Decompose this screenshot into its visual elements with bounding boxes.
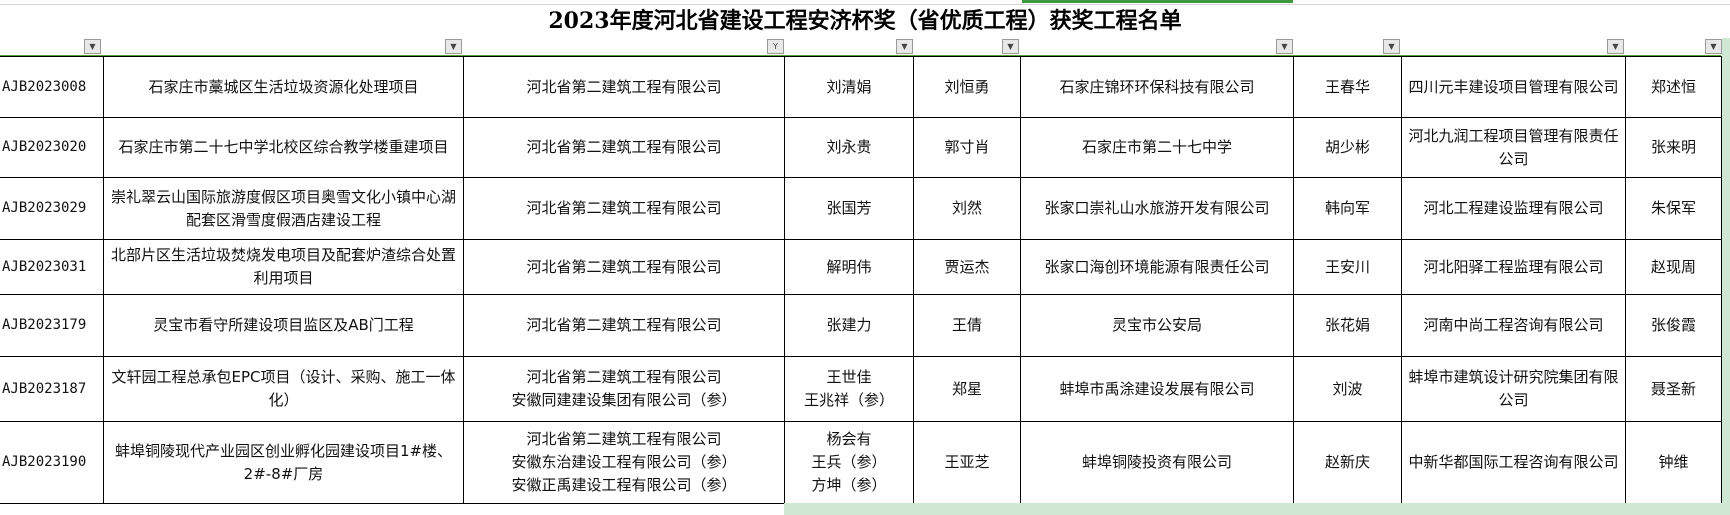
cell-sup-rep[interactable]: 张来明 xyxy=(1625,117,1722,178)
table-row: AJB2023029 崇礼翠云山国际旅游度假区项目奥雪文化小镇中心湖配套区滑雪度假… xyxy=(0,177,1722,240)
cell-manager[interactable]: 解明伟 xyxy=(784,239,914,295)
cell-code[interactable]: AJB2023031 xyxy=(0,239,104,295)
cell-manager[interactable]: 刘清娟 xyxy=(784,56,914,118)
cell-owner-rep[interactable]: 刘波 xyxy=(1293,356,1402,422)
cell-sup-rep[interactable]: 郑述恒 xyxy=(1625,56,1722,118)
cell-sup-rep[interactable]: 朱保军 xyxy=(1625,177,1722,240)
cell-owner[interactable]: 蚌埠市禹涂建设发展有限公司 xyxy=(1020,356,1294,422)
cell-owner[interactable]: 张家口崇礼山水旅游开发有限公司 xyxy=(1020,177,1294,240)
header-divider xyxy=(0,55,1721,56)
cell-code[interactable]: AJB2023008 xyxy=(0,56,104,118)
cell-supervisor[interactable]: 四川元丰建设项目管理有限公司 xyxy=(1401,56,1626,118)
cell-owner-rep[interactable]: 赵新庆 xyxy=(1293,421,1402,504)
cell-tech[interactable]: 郭寸肖 xyxy=(913,117,1021,178)
cell-code[interactable]: AJB2023029 xyxy=(0,177,104,240)
cell-code[interactable]: AJB2023020 xyxy=(0,117,104,178)
cell-sup-rep[interactable]: 张俊霞 xyxy=(1625,294,1722,357)
cell-owner[interactable]: 石家庄市第二十七中学 xyxy=(1020,117,1294,178)
table-row: AJB2023031 北部片区生活垃圾焚烧发电项目及配套炉渣综合处置利用项目 河北省… xyxy=(0,239,1722,295)
filter-dropdown-icon[interactable]: ▼ xyxy=(1383,39,1400,54)
column-header-strip xyxy=(0,0,1730,5)
cell-supervisor[interactable]: 河北工程建设监理有限公司 xyxy=(1401,177,1626,240)
cell-project[interactable]: 崇礼翠云山国际旅游度假区项目奥雪文化小镇中心湖配套区滑雪度假酒店建设工程 xyxy=(103,177,464,240)
cell-tech[interactable]: 郑星 xyxy=(913,356,1021,422)
cell-project[interactable]: 北部片区生活垃圾焚烧发电项目及配套炉渣综合处置利用项目 xyxy=(103,239,464,295)
table-row: AJB2023187 文轩园工程总承包EPC项目（设计、采购、施工一体化） 河北省第… xyxy=(0,356,1722,422)
filter-active-icon[interactable]: Y xyxy=(767,39,784,54)
selected-range-fill xyxy=(784,503,1730,515)
table-row: AJB2023190 蚌埠铜陵现代产业园区创业孵化园建设项目1#楼、2#-8#厂房… xyxy=(0,421,1722,504)
cell-builder[interactable]: 河北省第二建筑工程有限公司 xyxy=(463,294,785,357)
cell-project[interactable]: 蚌埠铜陵现代产业园区创业孵化园建设项目1#楼、2#-8#厂房 xyxy=(103,421,464,504)
cell-sup-rep[interactable]: 赵现周 xyxy=(1625,239,1722,295)
cell-project[interactable]: 石家庄市藁城区生活垃圾资源化处理项目 xyxy=(103,56,464,118)
filter-dropdown-icon[interactable]: ▼ xyxy=(1705,39,1722,54)
cell-tech[interactable]: 刘然 xyxy=(913,177,1021,240)
cell-builder[interactable]: 河北省第二建筑工程有限公司 xyxy=(463,239,785,295)
cell-owner[interactable]: 石家庄锦环环保科技有限公司 xyxy=(1020,56,1294,118)
cell-owner[interactable]: 张家口海创环境能源有限责任公司 xyxy=(1020,239,1294,295)
cell-project[interactable]: 文轩园工程总承包EPC项目（设计、采购、施工一体化） xyxy=(103,356,464,422)
cell-code[interactable]: AJB2023179 xyxy=(0,294,104,357)
cell-tech[interactable]: 刘恒勇 xyxy=(913,56,1021,118)
table-row: AJB2023179 灵宝市看守所建设项目监区及AB门工程 河北省第二建筑工程有限公… xyxy=(0,294,1722,357)
filter-dropdown-icon[interactable]: ▼ xyxy=(445,39,462,54)
cell-builder[interactable]: 河北省第二建筑工程有限公司 安徽东治建设工程有限公司（参） 安徽正禹建设工程有限… xyxy=(463,421,785,504)
cell-manager[interactable]: 刘永贵 xyxy=(784,117,914,178)
cell-owner[interactable]: 蚌埠铜陵投资有限公司 xyxy=(1020,421,1294,504)
cell-manager[interactable]: 王世佳 王兆祥（参） xyxy=(784,356,914,422)
cell-manager[interactable]: 张国芳 xyxy=(784,177,914,240)
cell-owner-rep[interactable]: 王安川 xyxy=(1293,239,1402,295)
cell-supervisor[interactable]: 中新华都国际工程咨询有限公司 xyxy=(1401,421,1626,504)
cell-owner-rep[interactable]: 王春华 xyxy=(1293,56,1402,118)
filter-dropdown-icon[interactable]: ▼ xyxy=(1607,39,1624,54)
awards-table: AJB2023008 石家庄市藁城区生活垃圾资源化处理项目 河北省第二建筑工程有限公… xyxy=(0,56,1722,504)
filter-dropdown-icon[interactable]: ▼ xyxy=(896,39,913,54)
cell-owner-rep[interactable]: 张花娟 xyxy=(1293,294,1402,357)
filter-dropdown-icon[interactable]: ▼ xyxy=(1002,39,1019,54)
cell-supervisor[interactable]: 蚌埠市建筑设计研究院集团有限公司 xyxy=(1401,356,1626,422)
cell-tech[interactable]: 王亚芝 xyxy=(913,421,1021,504)
selected-column-indicator xyxy=(1022,0,1293,3)
cell-manager[interactable]: 张建力 xyxy=(784,294,914,357)
cell-sup-rep[interactable]: 钟维 xyxy=(1625,421,1722,504)
cell-code[interactable]: AJB2023187 xyxy=(0,356,104,422)
cell-owner[interactable]: 灵宝市公安局 xyxy=(1020,294,1294,357)
cell-tech[interactable]: 王倩 xyxy=(913,294,1021,357)
sheet-title: 2023年度河北省建设工程安济杯奖（省优质工程）获奖工程名单 xyxy=(548,8,1182,34)
table-row: AJB2023020 石家庄市第二十七中学北校区综合教学楼重建项目 河北省第二建筑工… xyxy=(0,117,1722,178)
cell-builder[interactable]: 河北省第二建筑工程有限公司 xyxy=(463,177,785,240)
cell-owner-rep[interactable]: 韩向军 xyxy=(1293,177,1402,240)
filter-dropdown-icon[interactable]: ▼ xyxy=(1276,39,1293,54)
cell-owner-rep[interactable]: 胡少彬 xyxy=(1293,117,1402,178)
filter-dropdown-icon[interactable]: ▼ xyxy=(84,39,101,54)
cell-builder[interactable]: 河北省第二建筑工程有限公司 xyxy=(463,117,785,178)
cell-manager[interactable]: 杨会有 王兵（参） 方坤（参） xyxy=(784,421,914,504)
cell-builder[interactable]: 河北省第二建筑工程有限公司 xyxy=(463,56,785,118)
cell-supervisor[interactable]: 河北九润工程项目管理有限责任公司 xyxy=(1401,117,1626,178)
cell-builder[interactable]: 河北省第二建筑工程有限公司 安徽同建建设集团有限公司（参） xyxy=(463,356,785,422)
cell-supervisor[interactable]: 河北阳驿工程监理有限公司 xyxy=(1401,239,1626,295)
table-row: AJB2023008 石家庄市藁城区生活垃圾资源化处理项目 河北省第二建筑工程有限公… xyxy=(0,56,1722,118)
cell-project[interactable]: 石家庄市第二十七中学北校区综合教学楼重建项目 xyxy=(103,117,464,178)
cell-project[interactable]: 灵宝市看守所建设项目监区及AB门工程 xyxy=(103,294,464,357)
cell-code[interactable]: AJB2023190 xyxy=(0,421,104,504)
cell-sup-rep[interactable]: 聂圣新 xyxy=(1625,356,1722,422)
cell-tech[interactable]: 贾运杰 xyxy=(913,239,1021,295)
selected-range-fill-right xyxy=(1722,38,1730,515)
cell-supervisor[interactable]: 河南中尚工程咨询有限公司 xyxy=(1401,294,1626,357)
